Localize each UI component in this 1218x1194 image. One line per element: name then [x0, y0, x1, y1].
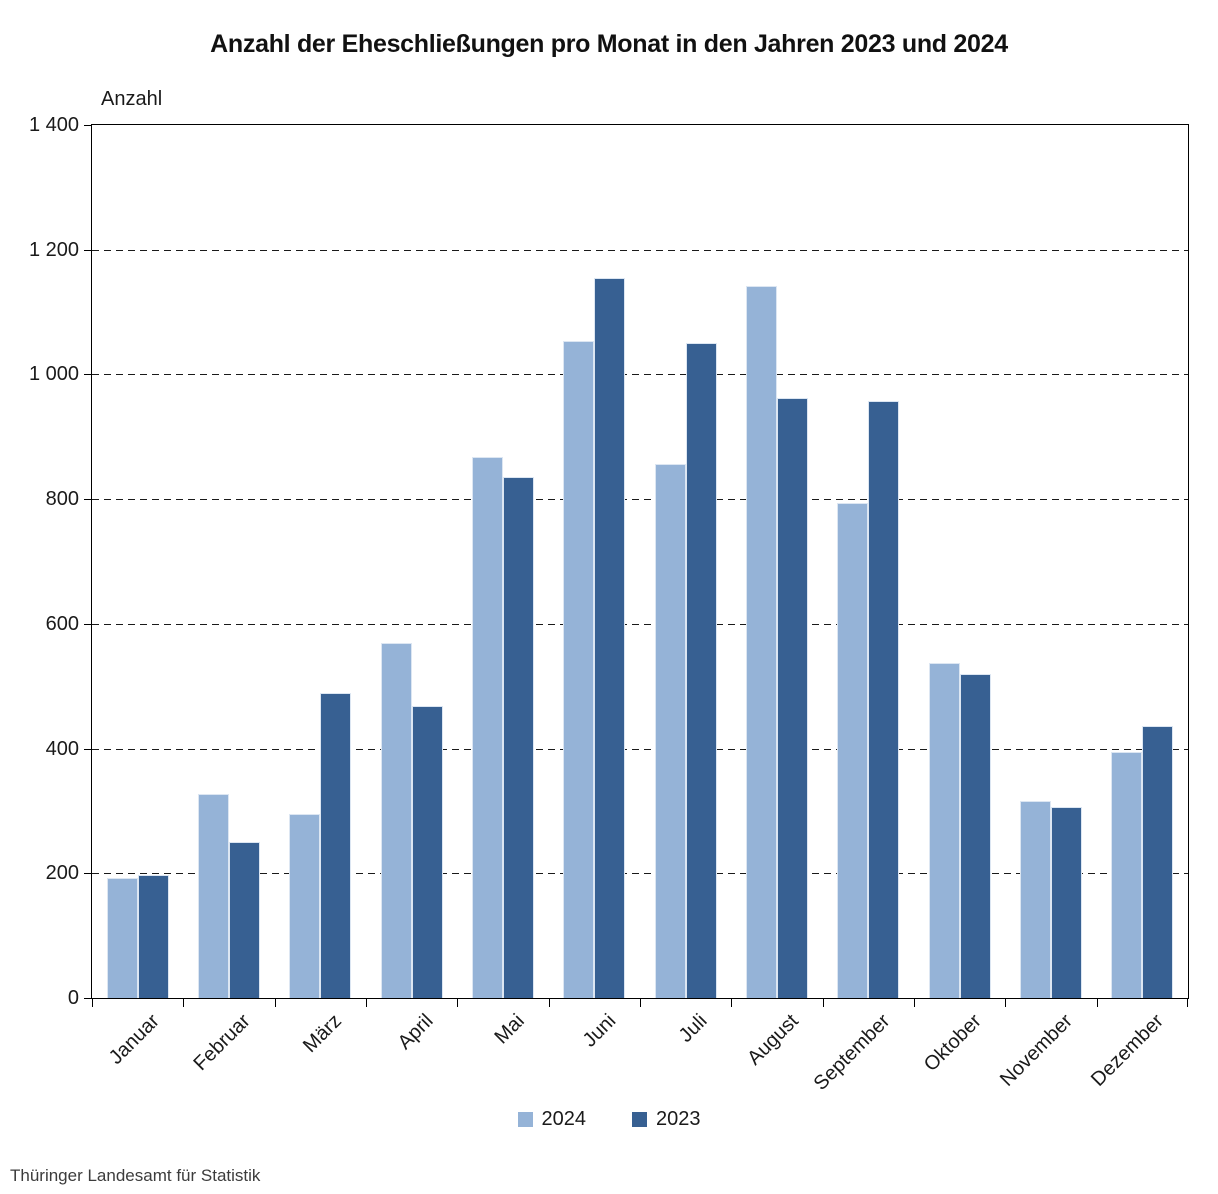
- bar-2023-mai: [503, 477, 534, 998]
- x-tick-10: [1005, 998, 1006, 1007]
- x-tick-label-dezember: Dezember: [1087, 1010, 1168, 1091]
- y-tick-800: [84, 499, 92, 500]
- bar-2023-oktober: [960, 673, 991, 998]
- legend-label-2023: 2023: [656, 1108, 701, 1130]
- legend-entry-2024: 2024: [517, 1108, 587, 1131]
- bar-2024-november: [1020, 801, 1051, 998]
- y-tick-label-400: 400: [45, 738, 79, 760]
- bar-2024-februar: [198, 794, 229, 998]
- y-tick-label-800: 800: [45, 488, 79, 510]
- legend-entry-2023: 2023: [632, 1108, 701, 1131]
- bar-2024-oktober: [929, 662, 960, 998]
- x-tick-8: [823, 998, 824, 1007]
- legend-swatch-2023: [632, 1112, 647, 1127]
- bar-2023-januar: [138, 874, 169, 998]
- y-tick-400: [84, 749, 92, 750]
- legend-label-2024: 2024: [541, 1108, 587, 1130]
- bar-2023-juli: [686, 342, 717, 998]
- gridline-1200: [92, 250, 1188, 251]
- gridline-800: [92, 499, 1188, 500]
- x-tick-label-februar: Februar: [189, 1010, 255, 1076]
- x-tick-9: [914, 998, 915, 1007]
- x-tick-label-juli: Juli: [674, 1010, 712, 1047]
- y-tick-1000: [84, 374, 92, 375]
- x-tick-label-mai: Mai: [490, 1010, 529, 1049]
- gridline-1000: [92, 374, 1188, 375]
- bar-2024-juli: [655, 463, 686, 998]
- x-tick-11: [1097, 998, 1098, 1007]
- y-tick-label-1000: 1 000: [28, 363, 79, 385]
- legend: 2024 2023: [0, 1108, 1218, 1131]
- x-tick-label-november: November: [995, 1010, 1077, 1091]
- bar-2024-april: [381, 642, 412, 998]
- gridline-200: [92, 873, 1188, 874]
- x-tick-label-september: September: [809, 1010, 894, 1095]
- x-tick-5: [549, 998, 550, 1007]
- bar-2024-märz: [289, 814, 320, 998]
- y-tick-200: [84, 873, 92, 874]
- y-tick-label-600: 600: [45, 613, 79, 635]
- x-tick-7: [731, 998, 732, 1007]
- bar-2023-dezember: [1142, 726, 1173, 998]
- x-tick-label-januar: Januar: [104, 1010, 164, 1069]
- bar-2023-juni: [594, 278, 625, 998]
- y-tick-600: [84, 624, 92, 625]
- source-attribution: Thüringer Landesamt für Statistik: [10, 1166, 261, 1185]
- x-tick-3: [366, 998, 367, 1007]
- bar-2023-september: [868, 401, 899, 998]
- bar-2023-august: [777, 398, 808, 998]
- x-tick-label-august: August: [742, 1010, 803, 1070]
- legend-swatch-2024: [517, 1112, 533, 1127]
- bar-2024-juni: [563, 340, 594, 998]
- x-tick-label-april: April: [393, 1010, 438, 1054]
- bar-2023-februar: [229, 842, 260, 998]
- bar-2023-april: [412, 706, 443, 998]
- x-tick-1: [183, 998, 184, 1007]
- y-tick-label-200: 200: [45, 862, 79, 884]
- y-tick-label-1200: 1 200: [28, 239, 79, 261]
- x-tick-6: [640, 998, 641, 1007]
- y-axis-title: Anzahl: [101, 88, 163, 110]
- gridline-400: [92, 749, 1188, 750]
- x-tick-12: [1187, 998, 1188, 1007]
- y-tick-label-0: 0: [67, 987, 79, 1009]
- y-tick-1200: [84, 250, 92, 251]
- bar-2024-januar: [107, 878, 138, 998]
- x-tick-2: [275, 998, 276, 1007]
- x-tick-0: [92, 998, 93, 1007]
- bar-2024-dezember: [1111, 751, 1142, 998]
- bar-2024-september: [837, 502, 868, 998]
- y-tick-label-1400: 1 400: [28, 114, 79, 136]
- plot-area: 0 200 400 600 800 1 000 1 200 1 400 Januar Februa…: [29, 114, 1189, 1095]
- x-tick-label-märz: März: [298, 1010, 346, 1057]
- chart-title: Anzahl der Eheschließungen pro Monat in …: [210, 30, 1008, 58]
- y-tick-0: [84, 998, 92, 999]
- bar-2023-märz: [320, 693, 351, 998]
- bar-2023-november: [1051, 807, 1082, 998]
- x-tick-label-juni: Juni: [578, 1010, 620, 1052]
- bar-2024-mai: [472, 456, 503, 998]
- x-tick-4: [457, 998, 458, 1007]
- bar-2024-august: [746, 285, 777, 998]
- x-tick-label-oktober: Oktober: [919, 1010, 986, 1076]
- gridline-600: [92, 624, 1188, 625]
- y-tick-1400: [84, 125, 92, 126]
